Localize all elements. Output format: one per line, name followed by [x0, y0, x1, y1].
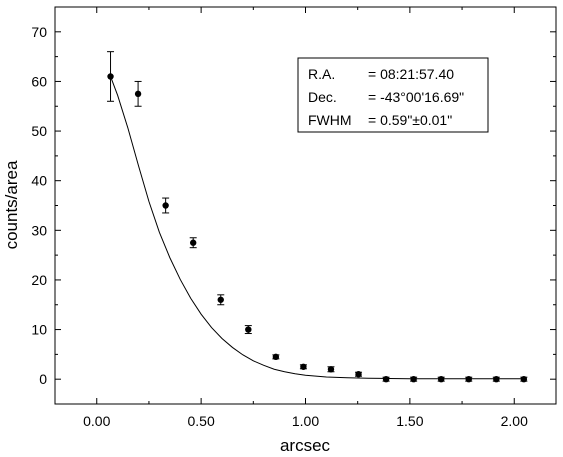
- axis-ticks: 0.00 0.50 1.00 1.50 2.00 0 10 20 30 40 50 60 70: [31, 7, 556, 429]
- info-box-frame: [297, 57, 489, 133]
- x-tick-label: 1.50: [396, 413, 423, 429]
- data-point: [300, 363, 307, 370]
- x-tick-label: 1.00: [292, 413, 319, 429]
- data-point: [520, 375, 528, 383]
- y-tick-label: 40: [31, 173, 47, 189]
- y-tick-label: 20: [31, 272, 47, 288]
- data-point: [107, 73, 114, 80]
- data-point: [410, 375, 417, 383]
- x-tick-label: 0.00: [83, 413, 110, 429]
- data-point: [217, 296, 224, 303]
- y-tick-label: 50: [31, 123, 47, 139]
- y-tick-label: 60: [31, 73, 47, 89]
- x-tick-label: 0.50: [188, 413, 215, 429]
- data-point: [189, 239, 197, 246]
- data-point: [245, 326, 252, 333]
- data-point: [327, 366, 335, 373]
- data-point: [272, 353, 280, 361]
- dec-value: = -43°00'16.69": [368, 89, 464, 105]
- ra-value: = 08:21:57.40: [368, 66, 454, 82]
- data-point: [465, 375, 472, 383]
- ra-label: R.A.: [308, 66, 335, 82]
- y-tick-label: 0: [39, 371, 47, 387]
- data-point: [382, 375, 390, 383]
- data-marks: [107, 51, 528, 383]
- data-point: [493, 375, 500, 383]
- info-box: R.A. = 08:21:57.40 Dec. = -43°00'16.69" …: [297, 57, 489, 133]
- data-point: [355, 371, 362, 378]
- data-point: [437, 375, 445, 383]
- data-point: [134, 90, 142, 98]
- fwhm-value: = 0.59"±0.01": [368, 112, 452, 128]
- y-axis-title: counts/area: [2, 160, 21, 249]
- dec-label: Dec.: [308, 89, 337, 105]
- y-tick-label: 10: [31, 322, 47, 338]
- fwhm-label: FWHM: [308, 112, 352, 128]
- y-tick-label: 70: [31, 24, 47, 40]
- x-axis-title: arcsec: [280, 436, 331, 455]
- y-tick-label: 30: [31, 222, 47, 238]
- x-tick-label: 2.00: [501, 413, 528, 429]
- data-point: [162, 202, 169, 209]
